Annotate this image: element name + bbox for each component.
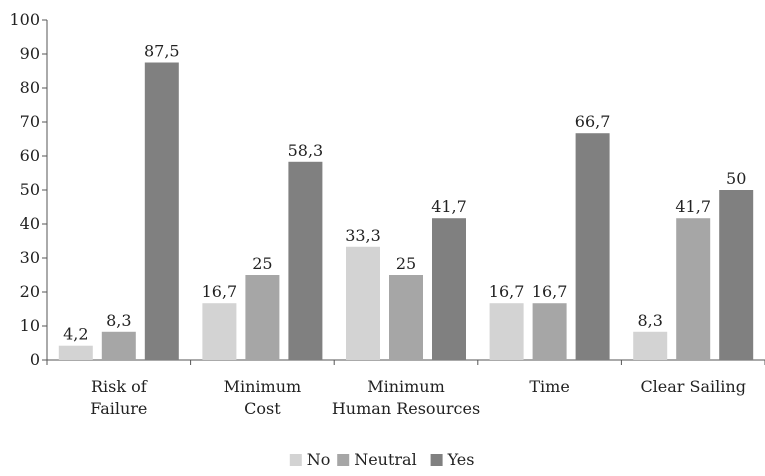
bar-no [489,303,524,360]
bar-value-label: 25 [252,254,272,273]
legend-swatch-yes [430,454,443,466]
y-tick-label: 0 [30,350,40,369]
y-tick-label: 10 [20,316,40,335]
x-category-label: Minimum Cost [224,377,302,418]
y-tick-label: 60 [20,146,40,165]
bar-value-label: 33,3 [345,226,381,245]
bar-value-label: 25 [396,254,416,273]
legend-swatch-neutral [337,454,350,466]
x-category-label: Time [529,377,569,396]
bar-value-label: 16,7 [532,282,568,301]
bar-no [202,303,237,360]
bars [58,62,754,360]
bar-value-label: 16,7 [202,282,238,301]
y-tick-label: 90 [20,44,40,63]
bar-value-label: 16,7 [489,282,525,301]
bar-value-label: 50 [726,169,746,188]
bar-neutral [245,275,280,360]
bar-no [346,246,380,360]
bar-neutral [532,303,567,360]
bar-yes [288,161,323,360]
legend-label-no: No [307,450,331,469]
bar-no [58,345,93,360]
x-category-label: Clear Sailing [640,377,746,396]
legend-label-neutral: Neutral [354,450,417,469]
bar-yes [144,62,179,360]
bar-neutral [676,218,711,360]
y-tick-label: 40 [20,214,40,233]
bar-neutral [101,331,136,360]
y-tick-label: 80 [20,78,40,97]
bar-value-label: 41,7 [675,197,711,216]
bar-value-label: 41,7 [431,197,467,216]
bar-value-label: 66,7 [575,112,611,131]
bar-value-label: 8,3 [106,311,131,330]
legend-label-yes: Yes [447,450,475,469]
bar-value-label: 87,5 [144,42,180,61]
data-labels: 4,2 8,3 87,5 16,7 25 58,3 33,3 25 41,7 16,7 16,7 66… [63,42,746,344]
bar-value-label: 8,3 [637,311,662,330]
y-tick-label: 30 [20,248,40,267]
y-tick-label: 100 [9,10,40,29]
bar-yes [719,190,754,360]
y-tick-label: 20 [20,282,40,301]
bar-no [633,331,668,360]
axes: 0 10 20 30 40 50 60 70 80 90 100 Risk of Failure Mini… [9,10,765,418]
bar-value-label: 58,3 [288,141,324,160]
y-tick-label: 70 [20,112,40,131]
x-category-label: Risk of Failure [90,377,148,418]
bar-value-label: 4,2 [63,325,88,344]
x-category-label: Minimum Human Resources [332,377,480,418]
bar-yes [432,218,466,360]
bar-yes [575,133,610,360]
legend-swatch-no [289,454,302,466]
legend: No Neutral Yes [289,450,475,469]
bar-neutral [389,275,423,360]
y-tick-label: 50 [20,180,40,199]
